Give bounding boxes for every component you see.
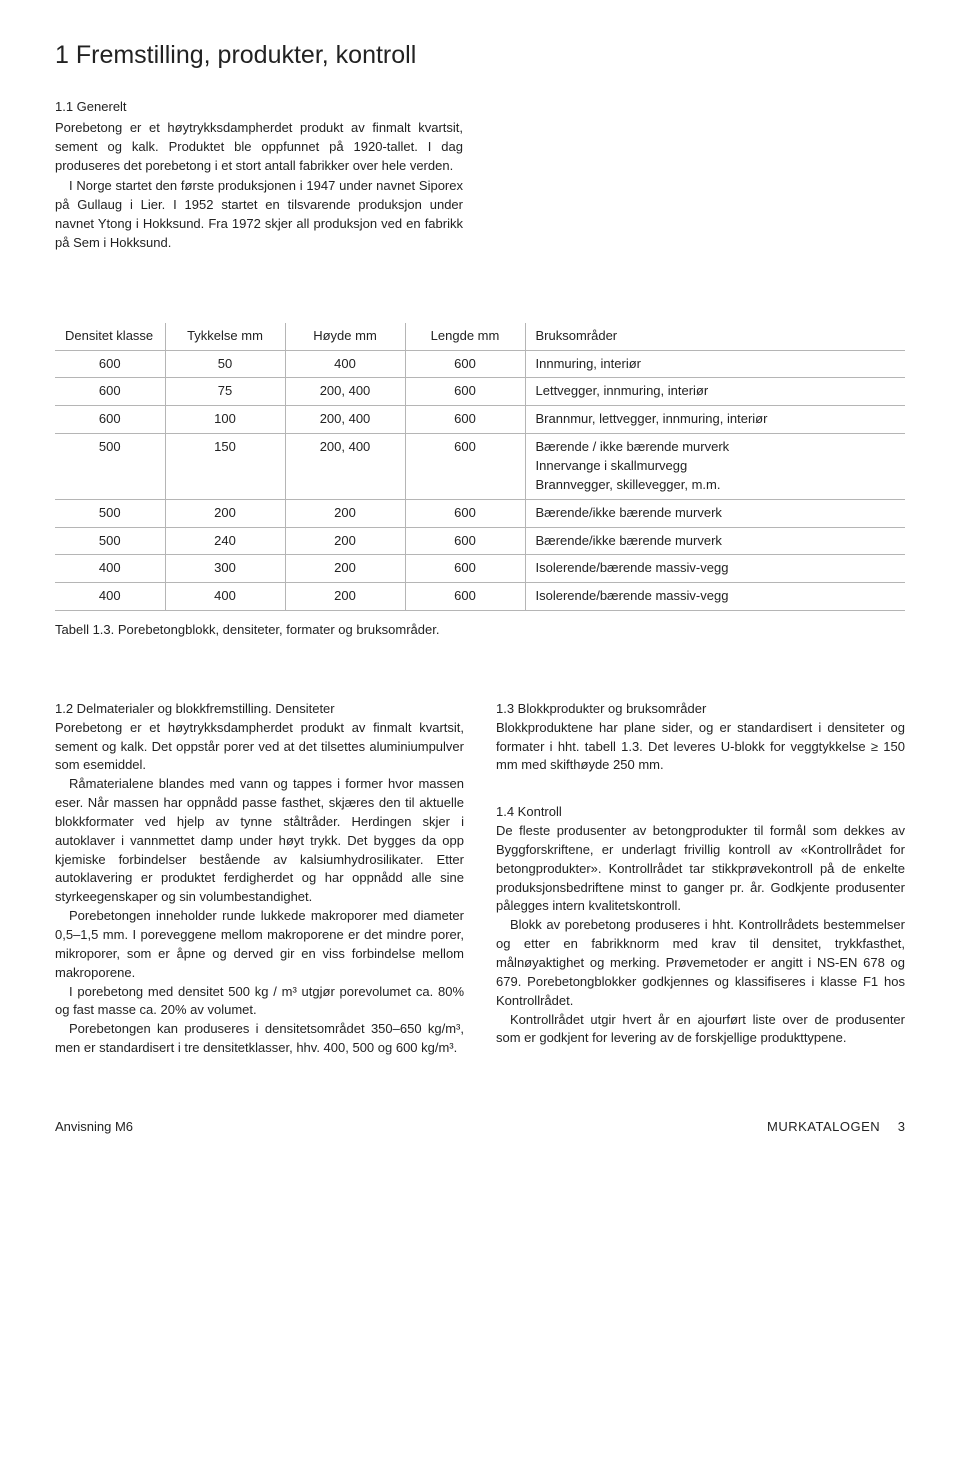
footer-page-number: 3 bbox=[898, 1119, 905, 1134]
table-cell: 500 bbox=[55, 434, 165, 500]
footer-catalog: MURKATALOGEN bbox=[767, 1119, 880, 1134]
table-cell: 200 bbox=[285, 499, 405, 527]
footer-left: Anvisning M6 bbox=[55, 1118, 133, 1137]
table-row: 600100200, 400600Brannmur, lettvegger, i… bbox=[55, 406, 905, 434]
table-cell: 600 bbox=[405, 378, 525, 406]
th-tykkelse: Tykkelse mm bbox=[165, 323, 285, 350]
table-cell: Isolerende/bærende massiv-vegg bbox=[525, 555, 905, 583]
table-cell: 600 bbox=[55, 350, 165, 378]
table-cell: 100 bbox=[165, 406, 285, 434]
table-cell: 400 bbox=[55, 583, 165, 611]
table-cell: 200, 400 bbox=[285, 406, 405, 434]
table-cell: 200, 400 bbox=[285, 434, 405, 500]
table-cell: 600 bbox=[405, 434, 525, 500]
table-cell: 150 bbox=[165, 434, 285, 500]
section-1-2-heading: 1.2 Delmaterialer og blokkfremstilling. … bbox=[55, 700, 464, 719]
intro-block: 1.1 Generelt Porebetong er et høytrykksd… bbox=[55, 98, 463, 253]
table-row: 500240200600Bærende/ikke bærende murverk bbox=[55, 527, 905, 555]
table-cell: 600 bbox=[405, 499, 525, 527]
table-cell: 200, 400 bbox=[285, 378, 405, 406]
table-row: 500200200600Bærende/ikke bærende murverk bbox=[55, 499, 905, 527]
table-cell: 600 bbox=[405, 406, 525, 434]
table-cell: Bærende/ikke bærende murverk bbox=[525, 499, 905, 527]
table-cell: 400 bbox=[285, 350, 405, 378]
table-cell: 200 bbox=[285, 527, 405, 555]
th-bruksomrader: Bruksområder bbox=[525, 323, 905, 350]
text-columns: 1.2 Delmaterialer og blokkfremstilling. … bbox=[55, 700, 905, 1058]
right-column: 1.3 Blokkprodukter og bruksområder Blokk… bbox=[496, 700, 905, 1058]
table-row: 400300200600Isolerende/bærende massiv-ve… bbox=[55, 555, 905, 583]
right-p2: De fleste produsenter av betongprodukter… bbox=[496, 822, 905, 916]
table-cell: Lettvegger, innmuring, interiør bbox=[525, 378, 905, 406]
table-row: 60075200, 400600Lettvegger, innmuring, i… bbox=[55, 378, 905, 406]
right-p3: Blokk av porebetong produseres i hht. Ko… bbox=[496, 916, 905, 1010]
table-cell: 300 bbox=[165, 555, 285, 583]
section-1-4-heading: 1.4 Kontroll bbox=[496, 803, 905, 822]
table-cell: 500 bbox=[55, 499, 165, 527]
table-cell: 600 bbox=[55, 378, 165, 406]
table-cell: 400 bbox=[165, 583, 285, 611]
table-cell: 500 bbox=[55, 527, 165, 555]
right-p4: Kontrollrådet utgir hvert år en ajourfør… bbox=[496, 1011, 905, 1049]
table-cell: 200 bbox=[165, 499, 285, 527]
table-row: 500150200, 400600Bærende / ikke bærende … bbox=[55, 434, 905, 500]
left-p4: I porebetong med densitet 500 kg / m³ ut… bbox=[55, 983, 464, 1021]
table-cell: Brannmur, lettvegger, innmuring, interiø… bbox=[525, 406, 905, 434]
intro-p2: I Norge startet den første produksjonen … bbox=[55, 177, 463, 252]
table-caption: Tabell 1.3. Porebetongblokk, densiteter,… bbox=[55, 621, 905, 640]
table-cell: Bærende/ikke bærende murverk bbox=[525, 527, 905, 555]
left-p1: Porebetong er et høytrykksdampherdet pro… bbox=[55, 719, 464, 776]
dimensions-table: Densitet klasse Tykkelse mm Høyde mm Len… bbox=[55, 323, 905, 611]
table-cell: 600 bbox=[405, 350, 525, 378]
left-column: 1.2 Delmaterialer og blokkfremstilling. … bbox=[55, 700, 464, 1058]
intro-p1: Porebetong er et høytrykksdampherdet pro… bbox=[55, 119, 463, 176]
table-cell: 240 bbox=[165, 527, 285, 555]
th-lengde: Lengde mm bbox=[405, 323, 525, 350]
table-cell: 600 bbox=[405, 583, 525, 611]
section-1-3-heading: 1.3 Blokkprodukter og bruksområder bbox=[496, 700, 905, 719]
footer-right: MURKATALOGEN 3 bbox=[767, 1118, 905, 1137]
left-p3: Porebetongen inneholder runde lukkede ma… bbox=[55, 907, 464, 982]
table-cell: Innmuring, interiør bbox=[525, 350, 905, 378]
right-p1: Blokkproduktene har plane sider, og er s… bbox=[496, 719, 905, 776]
left-p5: Porebetongen kan produseres i densitetso… bbox=[55, 1020, 464, 1058]
th-hoyde: Høyde mm bbox=[285, 323, 405, 350]
table-row: 400400200600Isolerende/bærende massiv-ve… bbox=[55, 583, 905, 611]
table-cell: 200 bbox=[285, 555, 405, 583]
chapter-title: 1 Fremstilling, produkter, kontroll bbox=[55, 40, 905, 70]
table-cell: 50 bbox=[165, 350, 285, 378]
th-densitet: Densitet klasse bbox=[55, 323, 165, 350]
table-cell: 400 bbox=[55, 555, 165, 583]
table-cell: 200 bbox=[285, 583, 405, 611]
table-cell: 600 bbox=[405, 527, 525, 555]
left-p2: Råmaterialene blandes med vann og tappes… bbox=[55, 775, 464, 907]
table-cell: 600 bbox=[405, 555, 525, 583]
table-cell: 600 bbox=[55, 406, 165, 434]
table-cell: Bærende / ikke bærende murverkInnervange… bbox=[525, 434, 905, 500]
page-footer: Anvisning M6 MURKATALOGEN 3 bbox=[55, 1118, 905, 1137]
table-row: 60050400600Innmuring, interiør bbox=[55, 350, 905, 378]
table-cell: Isolerende/bærende massiv-vegg bbox=[525, 583, 905, 611]
table-cell: 75 bbox=[165, 378, 285, 406]
section-1-1-heading: 1.1 Generelt bbox=[55, 99, 127, 114]
